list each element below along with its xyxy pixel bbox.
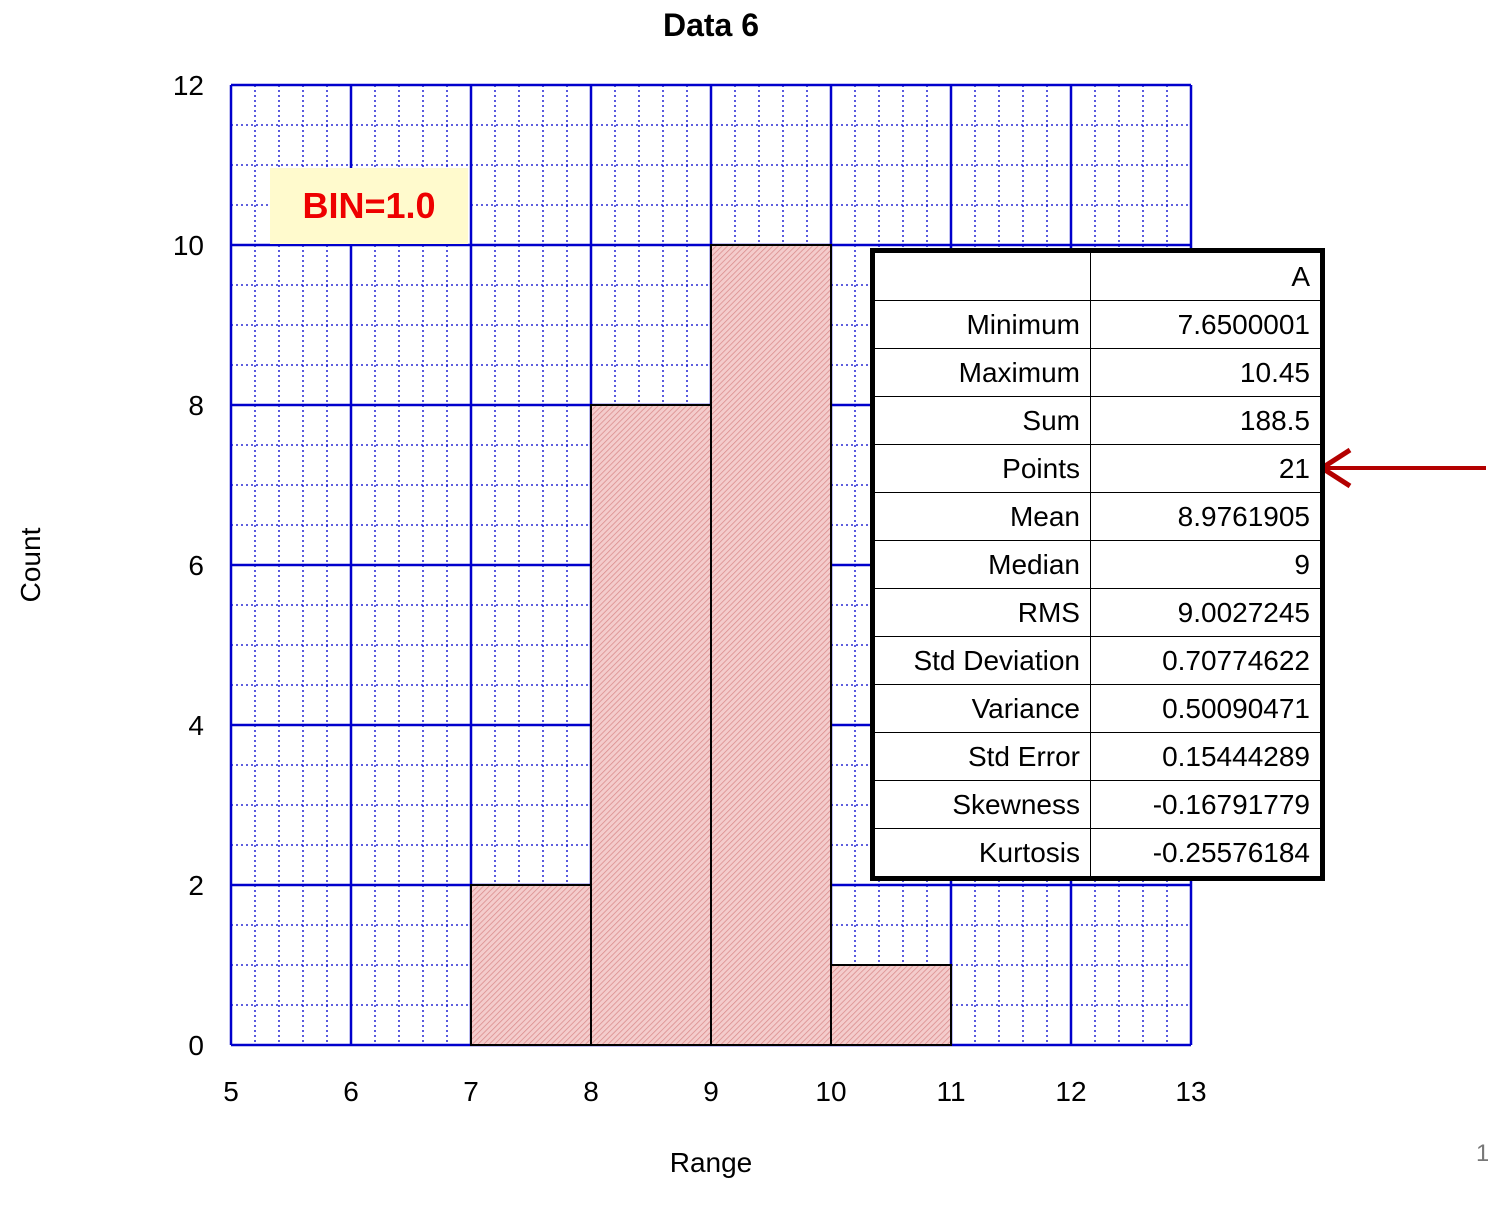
stat-label: Sum: [872, 396, 1091, 445]
x-tick-label: 5: [223, 1076, 239, 1107]
y-tick-labels: 0 2 4 6 8 10 12: [173, 70, 204, 1061]
stat-label: RMS: [872, 588, 1091, 637]
y-tick-label: 10: [173, 230, 204, 261]
x-tick-label: 9: [703, 1076, 719, 1107]
y-tick-label: 4: [188, 710, 204, 741]
stats-row: Median 9: [872, 540, 1323, 589]
bars: [470, 244, 952, 1046]
stats-row: Minimum 7.6500001: [872, 300, 1323, 349]
stat-label: Skewness: [872, 780, 1091, 829]
x-tick-label: 13: [1175, 1076, 1206, 1107]
stat-value: 7.6500001: [1090, 300, 1323, 349]
stat-value: 10.45: [1090, 348, 1323, 397]
stats-row: Sum 188.5: [872, 396, 1323, 445]
y-tick-label: 8: [188, 390, 204, 421]
stat-label: Points: [872, 444, 1091, 493]
y-tick-label: 0: [188, 1030, 204, 1061]
x-axis-label: Range: [670, 1147, 753, 1178]
stats-row: Std Deviation 0.70774622: [872, 636, 1323, 685]
stat-label: Kurtosis: [872, 828, 1091, 879]
stats-row: Variance 0.50090471: [872, 684, 1323, 733]
stat-value: 9: [1090, 540, 1323, 589]
stat-value: 8.9761905: [1090, 492, 1323, 541]
stat-value: 0.15444289: [1090, 732, 1323, 781]
stat-value: 0.70774622: [1090, 636, 1323, 685]
points-arrow: [1319, 447, 1486, 489]
stat-value: 188.5: [1090, 396, 1323, 445]
x-tick-label: 10: [815, 1076, 846, 1107]
stats-corner-cell: [872, 250, 1091, 301]
stats-row: Skewness -0.16791779: [872, 780, 1323, 829]
stat-value: 21: [1090, 444, 1323, 493]
stats-row: Points 21: [872, 444, 1323, 493]
stat-value: 9.0027245: [1090, 588, 1323, 637]
histogram-bar: [470, 884, 592, 1046]
stat-value: 0.50090471: [1090, 684, 1323, 733]
stat-label: Std Error: [872, 732, 1091, 781]
x-tick-label: 11: [936, 1076, 965, 1107]
histogram-bar: [830, 964, 952, 1046]
bin-size-label: BIN=1.0: [270, 168, 468, 244]
chart-title: Data 6: [663, 7, 759, 43]
histogram-bar: [590, 404, 712, 1046]
histogram-bar: [710, 244, 832, 1046]
stat-label: Variance: [872, 684, 1091, 733]
stats-row: RMS 9.0027245: [872, 588, 1323, 637]
y-tick-label: 12: [173, 70, 204, 101]
statistics-table: A Minimum 7.6500001 Maximum 10.45 Sum 188.5…: [870, 248, 1325, 881]
x-tick-labels: 5 6 7 8 9 10 11 12 13: [223, 1076, 1206, 1107]
stats-header-row: A: [872, 250, 1323, 301]
stat-label: Minimum: [872, 300, 1091, 349]
stats-row: Mean 8.9761905: [872, 492, 1323, 541]
x-tick-label: 6: [343, 1076, 359, 1107]
page-number: 1: [1476, 1140, 1488, 1167]
stats-row: Maximum 10.45: [872, 348, 1323, 397]
y-axis-label: Count: [15, 527, 46, 602]
x-tick-label: 12: [1055, 1076, 1086, 1107]
stats-row: Std Error 0.15444289: [872, 732, 1323, 781]
stats-column-header: A: [1090, 250, 1323, 301]
stat-label: Mean: [872, 492, 1091, 541]
stat-label: Std Deviation: [872, 636, 1091, 685]
stat-value: -0.25576184: [1090, 828, 1323, 879]
x-tick-label: 7: [463, 1076, 479, 1107]
stat-label: Maximum: [872, 348, 1091, 397]
y-tick-label: 6: [188, 550, 204, 581]
y-tick-label: 2: [188, 870, 204, 901]
stats-row: Kurtosis -0.25576184: [872, 828, 1323, 879]
stat-label: Median: [872, 540, 1091, 589]
stat-value: -0.16791779: [1090, 780, 1323, 829]
x-tick-label: 8: [583, 1076, 599, 1107]
